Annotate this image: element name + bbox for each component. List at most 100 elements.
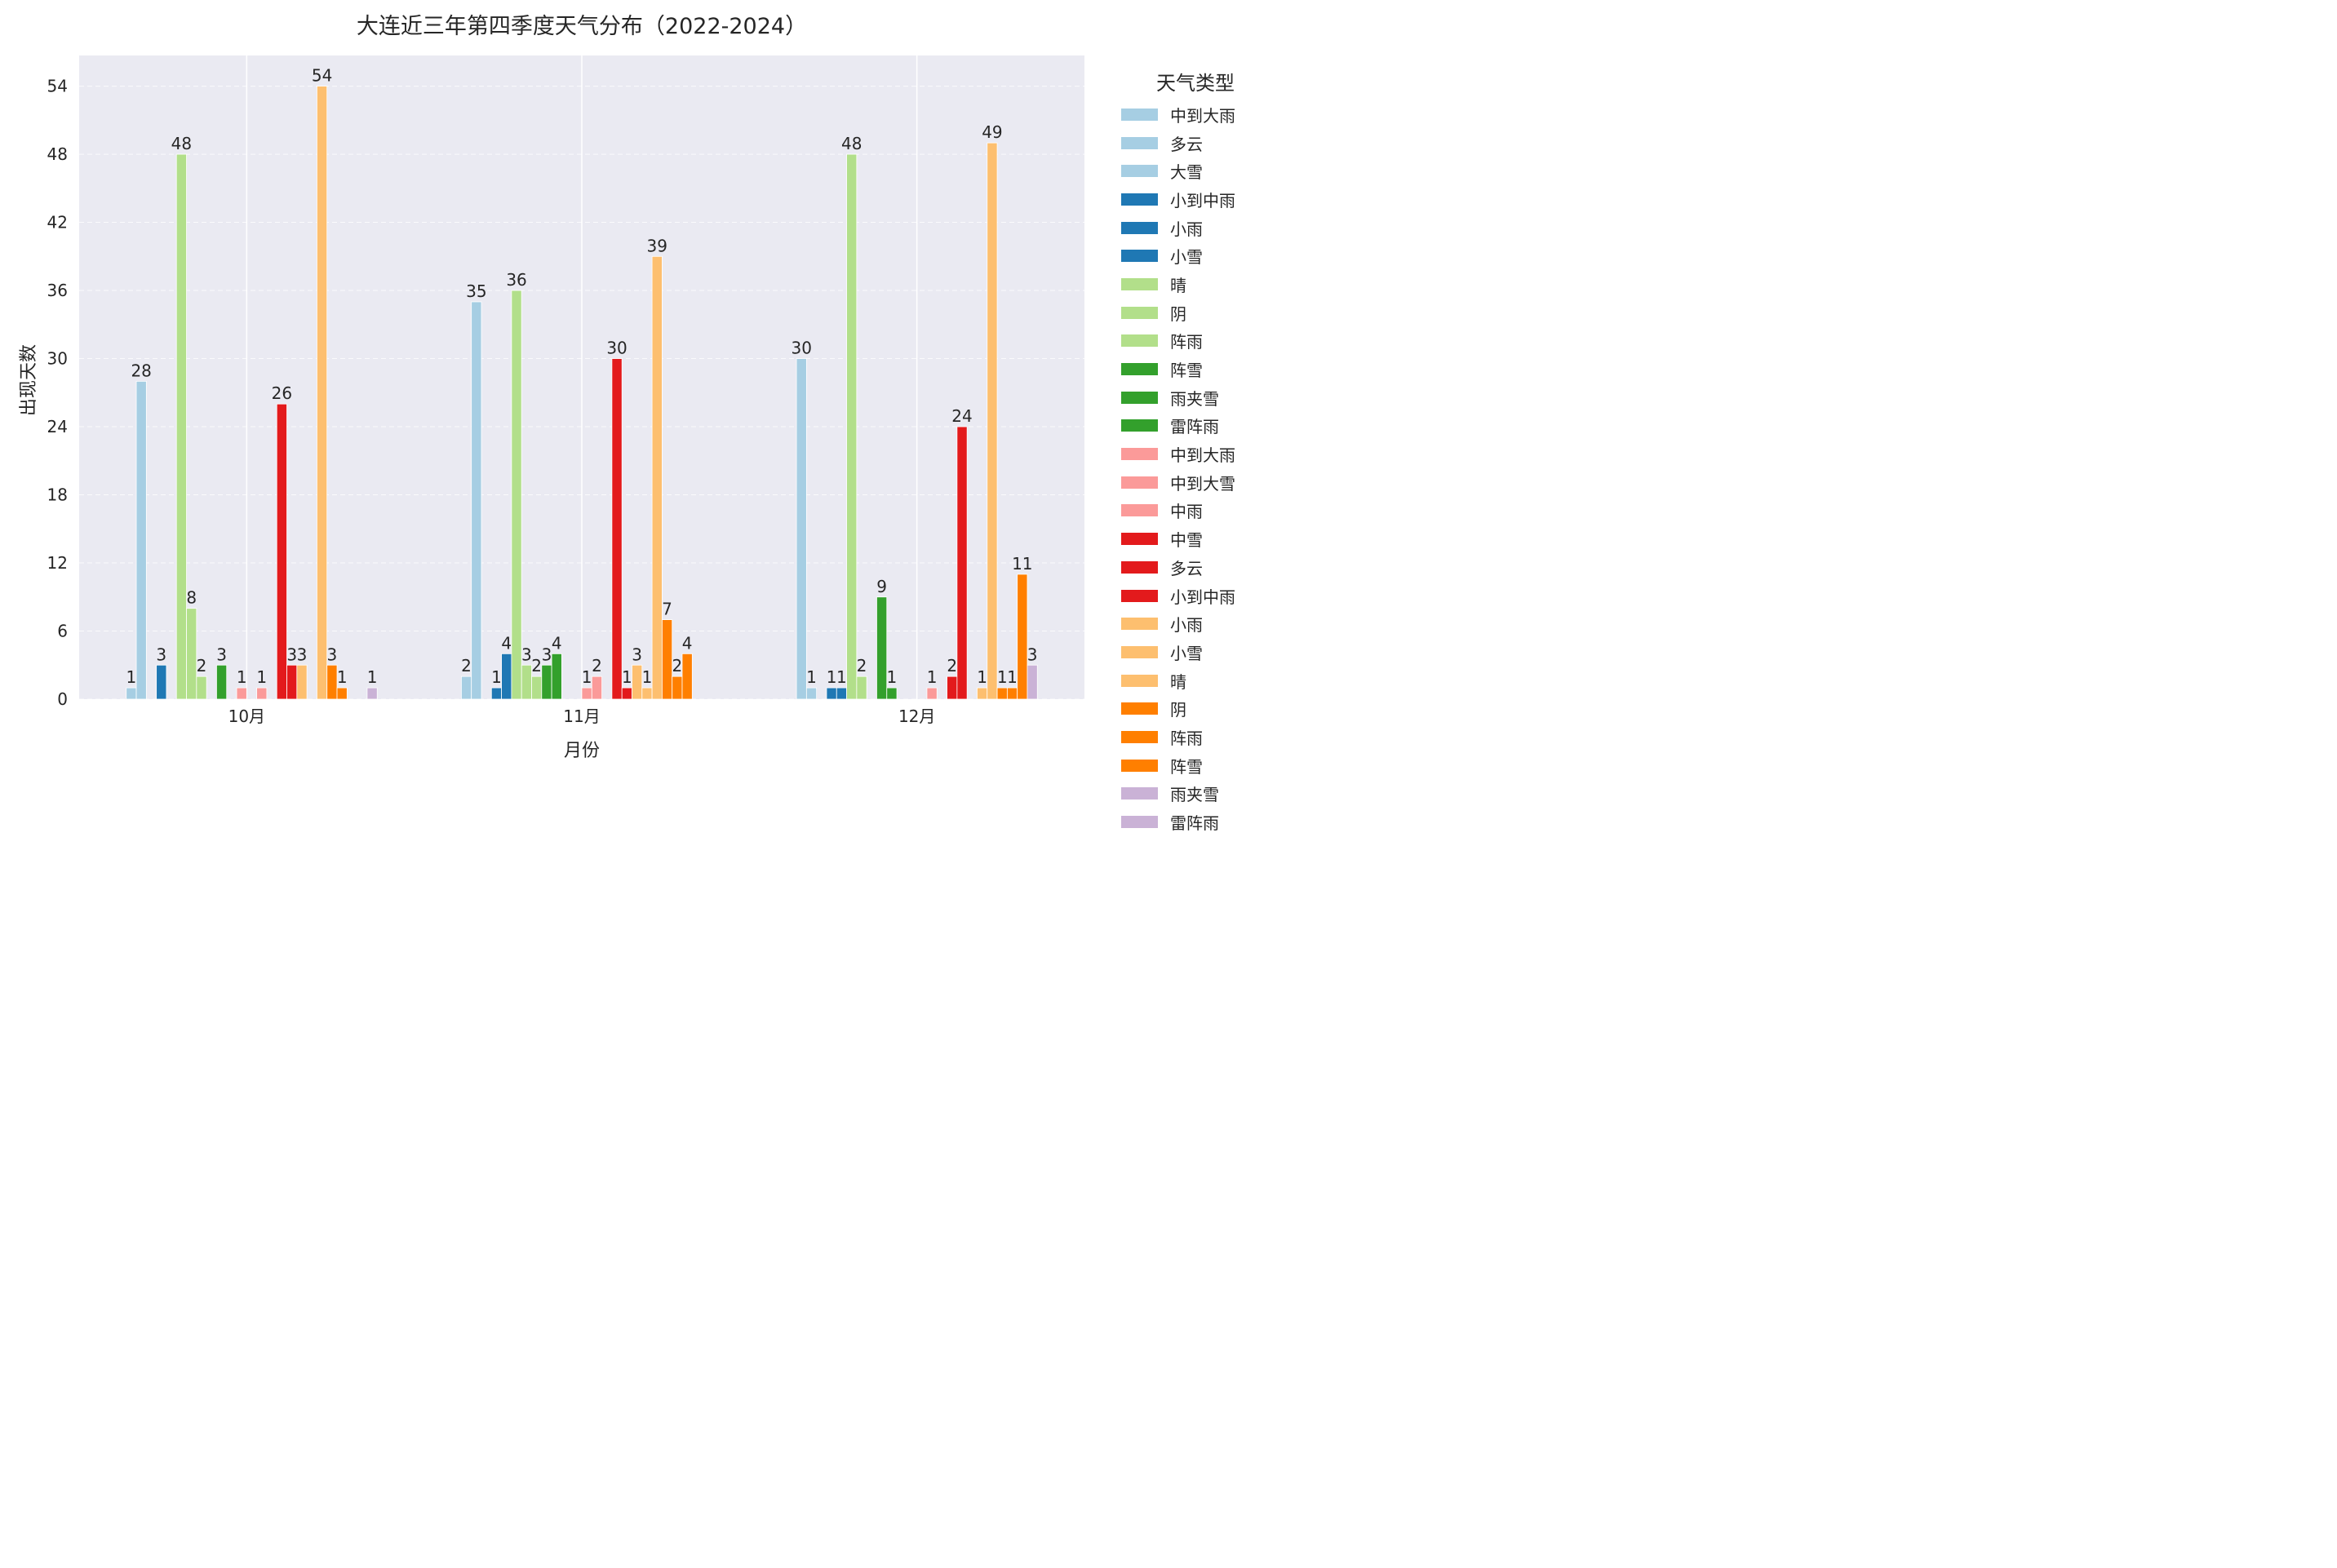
legend-label: 中雨 (1170, 502, 1203, 522)
legend-label: 小雨 (1170, 615, 1203, 636)
bar-value-label: 49 (982, 122, 1002, 142)
bar-value-label: 1 (977, 667, 987, 687)
bar-value-label: 2 (672, 656, 682, 675)
bar-value-label: 2 (197, 656, 207, 675)
bar (135, 380, 147, 700)
legend-swatch (1121, 759, 1158, 772)
legend-label: 小到中雨 (1170, 190, 1235, 210)
x-axis-label: 月份 (563, 741, 600, 761)
y-tick-label: 42 (47, 213, 68, 233)
bar (196, 675, 207, 700)
legend-label: 阵雨 (1170, 728, 1203, 748)
bar-value-label: 3 (632, 644, 642, 664)
legend: 天气类型 中到大雨 多云 大雪 小到中雨 小雨 小雪晴阴阵雨 阵雪 雨夹雪 雷阵雨 中到大雨 中到大… (1116, 67, 1268, 836)
x-tick-label: 12月 (898, 706, 935, 726)
bar-value-label: 7 (662, 600, 672, 619)
bar-value-label: 1 (887, 667, 898, 687)
legend-label: 中到大雪 (1170, 473, 1235, 494)
legend-item: 阵雨 (1116, 327, 1268, 356)
legend-swatch (1121, 533, 1158, 546)
legend-label: 多云 (1170, 134, 1203, 154)
bar (156, 664, 167, 700)
legend-label: 小雨 (1170, 219, 1203, 239)
bar-value-label: 1 (337, 667, 348, 687)
x-tick-label: 10月 (228, 706, 265, 726)
bar-value-label: 4 (552, 633, 562, 653)
bar-value-label: 3 (1027, 644, 1038, 664)
bar (1006, 687, 1018, 700)
bar-value-label: 1 (582, 667, 592, 687)
legend-item: 小雨 (1116, 214, 1268, 242)
y-tick-label: 12 (47, 553, 68, 573)
bar (336, 687, 348, 700)
legend-swatch (1121, 560, 1158, 574)
legend-swatch (1121, 334, 1158, 348)
bar (326, 664, 338, 700)
legend-label: 大雪 (1170, 162, 1203, 183)
bar (641, 687, 653, 700)
bar-value-label: 35 (466, 281, 486, 301)
legend-item: 中雨 (1116, 497, 1268, 525)
legend-swatch (1121, 250, 1158, 263)
legend-item: 小到中雨 (1116, 582, 1268, 610)
legend-item: 大雪 (1116, 157, 1268, 185)
bar (256, 687, 268, 700)
bar-value-label: 1 (806, 667, 817, 687)
bar (805, 687, 818, 700)
bar-value-label: 48 (171, 134, 192, 153)
bar (296, 664, 308, 700)
bar-value-label: 8 (186, 588, 197, 608)
bar (996, 687, 1008, 700)
bar (681, 653, 693, 700)
bar (581, 687, 592, 700)
bar (286, 664, 298, 700)
legend-swatch (1121, 108, 1158, 121)
bar (947, 675, 958, 700)
bar (541, 664, 552, 700)
legend-label: 晴 (1170, 275, 1186, 295)
legend-item: 小雪 (1116, 638, 1268, 667)
bar-value-label: 1 (927, 667, 938, 687)
y-tick-label: 48 (47, 144, 68, 164)
bar (977, 687, 988, 700)
legend-item: 阵雨 (1116, 723, 1268, 751)
legend-swatch (1121, 419, 1158, 432)
bar (621, 687, 632, 700)
bar (521, 664, 532, 700)
bar (490, 687, 502, 700)
bar-value-label: 54 (312, 66, 332, 86)
legend-title: 天气类型 (1156, 72, 1235, 95)
y-tick-label: 54 (47, 77, 68, 96)
legend-item: 小雪 (1116, 241, 1268, 270)
y-tick-label: 6 (57, 622, 68, 641)
bar (501, 653, 512, 700)
legend-swatch (1121, 589, 1158, 602)
y-tick-label: 24 (47, 417, 68, 436)
legend-swatch (1121, 391, 1158, 404)
bar-value-label: 3 (297, 644, 308, 664)
bar-value-label: 39 (647, 236, 667, 255)
bar-value-label: 4 (682, 633, 693, 653)
bar-value-label: 1 (491, 667, 502, 687)
bar (956, 426, 968, 700)
y-tick-label: 18 (47, 485, 68, 505)
legend-label: 雷阵雨 (1170, 813, 1219, 834)
bar (471, 301, 482, 700)
bar-value-label: 4 (501, 633, 512, 653)
legend-label: 中到大雨 (1170, 445, 1235, 466)
legend-item: 阴 (1116, 299, 1268, 327)
bar-value-label: 1 (126, 667, 137, 687)
bar (236, 687, 247, 700)
legend-swatch (1121, 136, 1158, 149)
legend-item: 晴 (1116, 270, 1268, 299)
legend-swatch (1121, 674, 1158, 687)
bar-value-label: 2 (531, 656, 542, 675)
legend-label: 中雪 (1170, 530, 1203, 551)
bar-value-label: 11 (1012, 554, 1032, 574)
legend-item: 中雪 (1116, 525, 1268, 553)
bar-value-label: 2 (461, 656, 472, 675)
bar-value-label: 2 (592, 656, 602, 675)
bar (591, 675, 602, 700)
bar (186, 608, 197, 700)
